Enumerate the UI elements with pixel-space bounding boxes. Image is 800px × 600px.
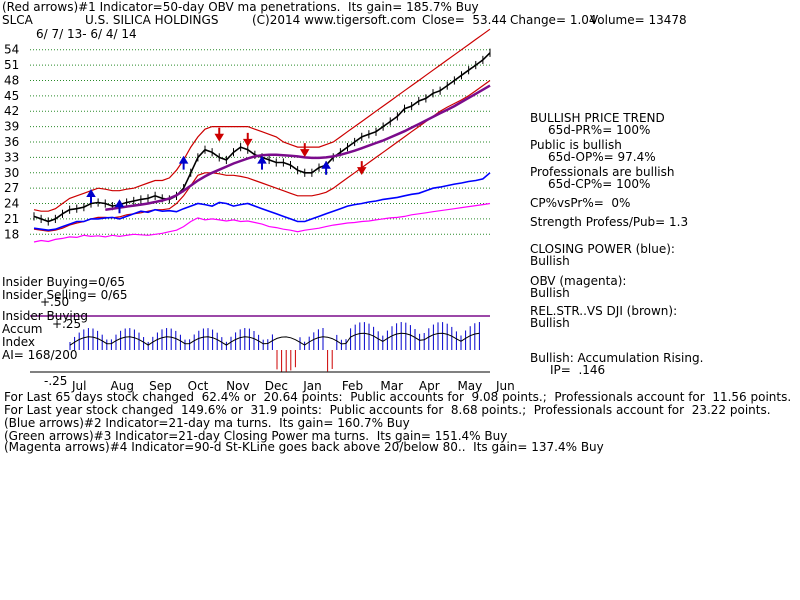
y-tick-label-39: 39 <box>4 120 19 134</box>
date-range: 6/ 7/ 13- 6/ 4/ 14 <box>36 27 137 41</box>
x-tick-label-Jul: Jul <box>71 379 86 393</box>
trend-title: BULLISH PRICE TREND <box>530 111 665 125</box>
accum-label: Accum <box>2 322 43 336</box>
change-value: Change= 1.04 <box>510 13 597 27</box>
series-closing-power <box>33 172 491 232</box>
footer-indicator-3: (Green arrows)#3 Indicator=21-day Closin… <box>4 429 508 443</box>
footer-indicator-2: (Blue arrows)#2 Indicator=21-day ma turn… <box>4 416 410 430</box>
series-ma <box>105 84 491 211</box>
close-value: Close= 53.44 <box>422 13 507 27</box>
accum-plus50: +.50 <box>40 295 70 309</box>
closing-power-label: CLOSING POWER (blue): <box>530 242 675 256</box>
closing-power-status: Bullish <box>530 254 570 268</box>
footer-indicator-4: (Magenta arrows)#4 Indicator=90-d St-KLi… <box>4 440 604 454</box>
y-tick-label-18: 18 <box>4 227 19 241</box>
y-tick-label-36: 36 <box>4 135 19 149</box>
buy-arrow <box>86 189 96 203</box>
copyright: (C)2014 www.tigersoft.com <box>252 13 416 27</box>
insider-buying-label-2: Insider Buying <box>2 309 88 323</box>
sell-arrow <box>356 161 367 176</box>
y-tick-label-51: 51 <box>4 58 19 72</box>
ip-value: IP= .146 <box>550 363 606 377</box>
accum-status: Bullish: Accumulation Rising. <box>530 351 704 365</box>
y-tick-label-24: 24 <box>4 197 19 211</box>
company-name: U.S. SILICA HOLDINGS <box>85 13 219 27</box>
obv-status: Bullish <box>530 286 570 300</box>
y-tick-label-21: 21 <box>4 212 19 226</box>
ai-label: AI= 168/200 <box>2 348 78 362</box>
insider-buying-label: Insider Buying=0/65 <box>2 275 125 289</box>
y-tick-label-48: 48 <box>4 73 19 87</box>
x-tick-label-Mar: Mar <box>380 379 403 393</box>
x-tick-label-Aug: Aug <box>111 379 134 393</box>
series-obv <box>33 202 491 243</box>
y-tick-label-45: 45 <box>4 89 19 103</box>
buy-arrow <box>114 199 125 214</box>
index-label: Index <box>2 335 36 349</box>
buy-arrow <box>257 155 267 170</box>
x-tick-label-Nov: Nov <box>226 379 249 393</box>
x-tick-label-May: May <box>457 379 482 393</box>
y-tick-label-42: 42 <box>4 104 19 118</box>
professionals-status: Professionals are bullish <box>530 165 675 179</box>
cp-vs-pr: CP%vsPr%= 0% <box>530 196 631 210</box>
accum-plus25: +.25 <box>52 317 82 331</box>
sell-arrow <box>242 132 253 147</box>
x-tick-label-Jun: Jun <box>495 379 515 393</box>
series-upper-band <box>33 28 491 212</box>
volume-value: Volume= 13478 <box>590 13 687 27</box>
insider-selling-label: Insider Selling= 0/65 <box>2 288 128 302</box>
header-indicator-1: (Red arrows)#1 Indicator=50-day OBV ma p… <box>2 0 479 14</box>
y-tick-label-27: 27 <box>4 181 19 195</box>
x-tick-label-Jan: Jan <box>302 379 322 393</box>
y-tick-label-30: 30 <box>4 166 19 180</box>
buy-arrow <box>321 160 331 175</box>
footer-65-day: For Last 65 days stock changed 62.4% or … <box>4 390 792 404</box>
x-tick-label-Dec: Dec <box>265 379 288 393</box>
x-tick-label-Apr: Apr <box>419 379 440 393</box>
y-tick-label-33: 33 <box>4 150 19 164</box>
x-tick-label-Sep: Sep <box>149 379 172 393</box>
sell-arrow <box>299 143 310 158</box>
strength-ratio: Strength Profess/Pub= 1.3 <box>530 215 689 229</box>
footer-year: For Last year stock changed 149.6% or 31… <box>4 403 771 417</box>
relstr-label: REL.STR..VS DJI (brown): <box>530 304 678 318</box>
buy-arrow <box>178 155 189 170</box>
relstr-status: Bullish <box>530 316 570 330</box>
y-tick-label-54: 54 <box>4 43 19 57</box>
obv-label: OBV (magenta): <box>530 274 627 288</box>
cp-value: 65d-CP%= 100% <box>548 177 651 191</box>
x-tick-label-Oct: Oct <box>188 379 209 393</box>
public-status: Public is bullish <box>530 138 622 152</box>
accum-minus25: -.25 <box>44 374 68 388</box>
x-tick-label-Feb: Feb <box>342 379 363 393</box>
accum-ma-line <box>69 332 480 346</box>
sell-arrow <box>214 127 225 142</box>
pr-value: 65d-PR%= 100% <box>548 123 651 137</box>
symbol: SLCA <box>2 13 33 27</box>
op-value: 65d-OP%= 97.4% <box>548 150 656 164</box>
